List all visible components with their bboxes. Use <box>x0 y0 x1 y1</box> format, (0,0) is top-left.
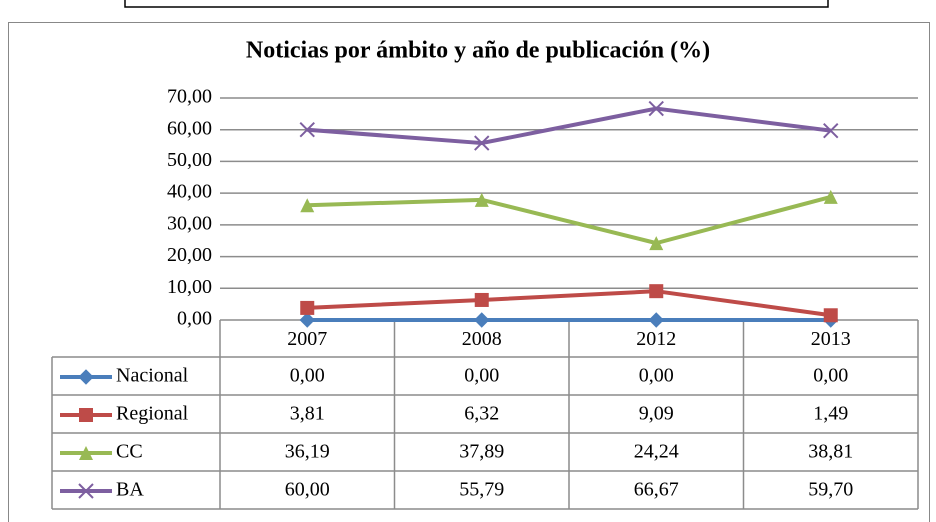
marker <box>300 300 315 315</box>
table-value: 66,67 <box>634 479 679 501</box>
table-value: 59,70 <box>808 479 853 501</box>
legend-label: Regional <box>116 403 189 425</box>
y-tick-label: 40,00 <box>167 181 212 203</box>
y-tick-label: 10,00 <box>167 276 212 298</box>
legend-marker <box>78 483 94 499</box>
marker <box>474 292 489 307</box>
y-tick-label: 50,00 <box>167 149 212 171</box>
table-value: 3,81 <box>290 403 325 425</box>
chart-frame <box>8 22 930 522</box>
marker <box>823 189 838 204</box>
marker <box>823 122 839 139</box>
table-value: 36,19 <box>285 441 330 463</box>
legend-label: CC <box>116 441 143 463</box>
marker <box>474 135 490 151</box>
y-tick-label: 60,00 <box>167 117 212 139</box>
marker <box>474 312 490 328</box>
marker <box>474 192 489 207</box>
series-line <box>307 194 832 246</box>
table-value: 1,49 <box>813 403 848 425</box>
marker <box>300 198 315 213</box>
table-value: 0,00 <box>639 365 674 387</box>
legend-marker <box>79 446 93 460</box>
marker <box>649 236 664 251</box>
table-value: 60,00 <box>285 479 330 501</box>
y-tick-label: 20,00 <box>167 244 212 266</box>
table-value: 24,24 <box>634 441 679 463</box>
x-tick-label: 2012 <box>636 328 676 350</box>
table-value: 37,89 <box>459 441 504 463</box>
x-tick-label: 2007 <box>287 328 327 350</box>
table-value: 0,00 <box>813 365 848 387</box>
x-tick-label: 2008 <box>462 328 502 350</box>
table-value: 0,00 <box>290 365 325 387</box>
marker <box>648 100 664 117</box>
y-tick-label: 70,00 <box>167 86 212 108</box>
series-line <box>307 289 832 318</box>
chart-title: Noticias por ámbito y año de publicación… <box>246 38 710 64</box>
y-tick-label: 0,00 <box>177 308 212 330</box>
table-value: 0,00 <box>464 365 499 387</box>
marker <box>299 312 315 328</box>
legend-label: Nacional <box>116 365 189 387</box>
marker <box>299 122 315 138</box>
x-tick-label: 2013 <box>811 328 851 350</box>
marker <box>649 284 664 299</box>
marker <box>648 312 664 328</box>
marker <box>823 308 838 323</box>
table-value: 55,79 <box>459 479 504 501</box>
series-line <box>307 106 832 146</box>
table-value: 6,32 <box>464 403 499 425</box>
legend-marker <box>78 369 94 385</box>
legend-label: BA <box>116 479 144 501</box>
legend-marker <box>79 408 93 422</box>
table-value: 9,09 <box>639 403 674 425</box>
table-value: 38,81 <box>808 441 853 463</box>
y-tick-label: 30,00 <box>167 212 212 234</box>
top-border <box>124 0 829 8</box>
